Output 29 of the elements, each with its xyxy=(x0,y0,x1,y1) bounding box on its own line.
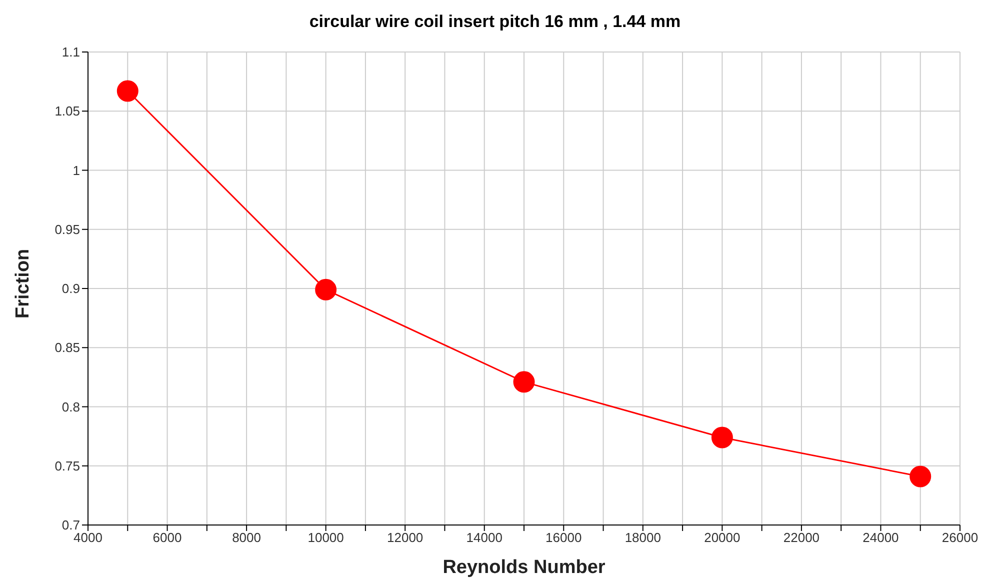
y-tick-label: 1.05 xyxy=(54,104,80,119)
point xyxy=(116,80,138,102)
x-tick-label: 12000 xyxy=(387,530,424,546)
x-tick-label: 20000 xyxy=(704,530,740,546)
y-tick-label: 0.7 xyxy=(62,518,80,533)
y-axis-title: Friction xyxy=(12,248,34,318)
x-tick-label: 4000 xyxy=(74,530,102,546)
x-tick-label: 24000 xyxy=(862,530,899,546)
point xyxy=(711,426,733,448)
x-tick-label: 22000 xyxy=(783,530,820,546)
x-tick-label: 8000 xyxy=(232,530,262,546)
y-tick-label: 0.8 xyxy=(62,399,80,414)
y-tick-label: 0.9 xyxy=(62,281,80,296)
y-tick-label: 0.85 xyxy=(54,340,80,356)
point xyxy=(315,278,337,300)
point xyxy=(910,466,932,488)
y-tick-label: 1 xyxy=(72,162,80,178)
y-tick-label: 0.75 xyxy=(54,458,80,474)
y-tick-label: 0.95 xyxy=(54,222,80,237)
x-tick-label: 14000 xyxy=(466,530,502,546)
y-tick-label: 1.1 xyxy=(62,44,80,60)
point xyxy=(513,371,535,393)
x-tick-label: 26000 xyxy=(942,530,978,546)
x-axis-title: Reynolds Number xyxy=(442,557,606,578)
x-tick-label: 10000 xyxy=(308,530,344,546)
x-tick-label: 18000 xyxy=(624,530,661,546)
x-tick-label: 16000 xyxy=(546,530,582,546)
x-tick-label: 6000 xyxy=(152,530,182,546)
chart-title: circular wire coil insert pitch 16 mm , 1.44 mm xyxy=(308,12,682,32)
